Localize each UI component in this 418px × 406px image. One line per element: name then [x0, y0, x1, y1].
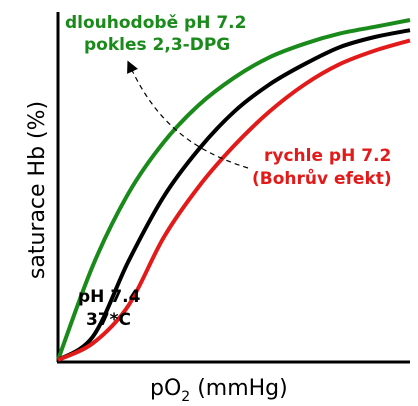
black-series-label: pH 7.4 37*C: [78, 287, 146, 330]
black-label-line1: pH 7.4: [78, 287, 141, 307]
curve-long-term-ph72: [56, 18, 411, 361]
red-label-line1: rychle pH 7.2: [264, 146, 391, 166]
x-axis-label-unit: (mmHg): [190, 376, 288, 401]
curve-bohr-effect: [57, 38, 411, 362]
shift-arrow: [127, 60, 249, 169]
red-series-label: rychle pH 7.2 (Bohrův efekt): [252, 146, 397, 189]
red-label-line2: (Bohrův efekt): [252, 167, 392, 189]
x-axis-label-main: pO: [150, 376, 181, 401]
black-label-line2: 37*C: [86, 310, 131, 330]
curve-normal-ph74: [56, 28, 411, 362]
x-axis-label-sub: 2: [181, 389, 190, 405]
green-label-line1: dlouhodobě pH 7.2: [65, 13, 246, 33]
x-axis-label: pO2 (mmHg): [150, 376, 288, 405]
y-axis-label: saturace Hb (%): [25, 101, 50, 279]
green-series-label: dlouhodobě pH 7.2 pokles 2,3-DPG: [65, 13, 252, 55]
green-label-line2: pokles 2,3-DPG: [84, 35, 230, 55]
